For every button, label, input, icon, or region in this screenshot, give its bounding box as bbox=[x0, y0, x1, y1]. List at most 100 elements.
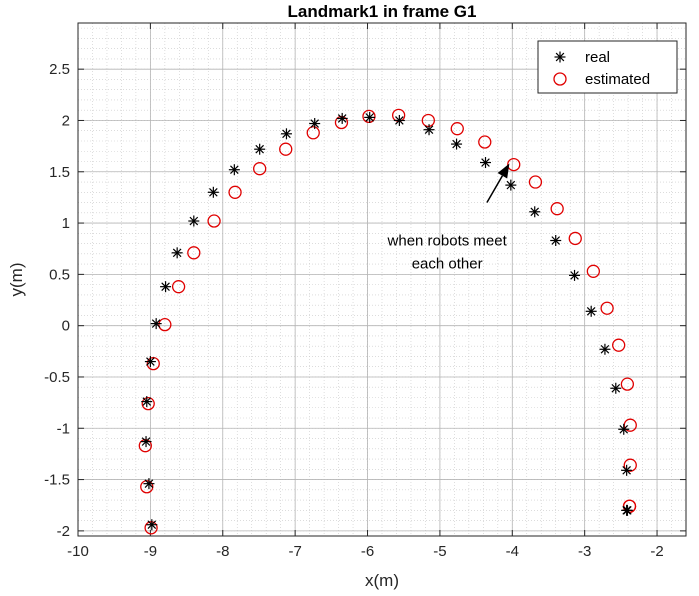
circle-shape bbox=[334, 115, 349, 130]
y-tick-label: 0.5 bbox=[49, 266, 70, 283]
legend: real estimated bbox=[537, 40, 678, 94]
circle-shape bbox=[279, 142, 293, 156]
asterisk-stroke bbox=[310, 119, 319, 128]
real-point bbox=[393, 114, 405, 126]
real-point bbox=[610, 382, 622, 394]
estimated-point bbox=[306, 126, 320, 140]
real-point bbox=[451, 138, 463, 150]
estimated-point bbox=[253, 162, 267, 176]
circle-shape bbox=[620, 377, 635, 391]
real-point bbox=[141, 396, 153, 408]
estimated-point bbox=[507, 157, 521, 172]
circle-shape bbox=[253, 162, 267, 176]
estimated-point bbox=[421, 113, 435, 128]
asterisk-stroke bbox=[570, 271, 579, 280]
asterisk-stroke bbox=[189, 216, 199, 226]
circle-shape bbox=[528, 175, 543, 189]
legend-marker-real bbox=[554, 51, 566, 63]
circle-shape bbox=[158, 317, 172, 332]
real-point bbox=[188, 215, 200, 227]
annotation-text-line-2: each other bbox=[412, 256, 483, 273]
estimated-point bbox=[144, 521, 158, 535]
asterisk-stroke bbox=[611, 383, 621, 393]
estimated-point bbox=[146, 356, 160, 371]
estimated-point bbox=[450, 122, 464, 136]
asterisk-stroke bbox=[282, 129, 291, 139]
circle-shape bbox=[146, 356, 160, 371]
circle-shape bbox=[141, 396, 155, 411]
asterisk-stroke bbox=[141, 437, 151, 446]
x-tick-label: -5 bbox=[433, 543, 446, 560]
real-point bbox=[207, 186, 219, 198]
real-point bbox=[569, 269, 581, 281]
estimated-point bbox=[568, 231, 582, 246]
real-point bbox=[423, 124, 435, 136]
real-point bbox=[280, 128, 292, 140]
asterisk-stroke bbox=[622, 506, 631, 515]
asterisk-stroke bbox=[142, 397, 152, 406]
circle-shape bbox=[228, 185, 242, 199]
circle-shape bbox=[586, 264, 601, 278]
circle-shape bbox=[207, 214, 221, 228]
legend-marker-estimated bbox=[553, 72, 567, 86]
annotation-text-line-1: when robots meet bbox=[387, 233, 508, 250]
circle-shape bbox=[306, 126, 320, 140]
real-point bbox=[529, 206, 541, 218]
asterisk-stroke bbox=[151, 319, 161, 328]
circle-shape bbox=[507, 157, 521, 172]
estimated-point bbox=[362, 109, 376, 124]
asterisk-stroke bbox=[622, 466, 631, 475]
circle-shape bbox=[362, 109, 376, 124]
estimated-point bbox=[612, 338, 626, 352]
annotation: when robots meet each other bbox=[387, 163, 510, 273]
real-point bbox=[254, 143, 266, 155]
x-tick-label: -10 bbox=[67, 543, 89, 560]
x-tick-label: -6 bbox=[361, 543, 374, 560]
x-tick-label: -8 bbox=[216, 543, 229, 560]
estimated-point bbox=[171, 280, 186, 294]
circle-shape bbox=[553, 72, 567, 86]
chart-title: Landmark1 in frame G1 bbox=[288, 2, 477, 21]
y-tick-label: -1.5 bbox=[44, 472, 70, 489]
annotation-arrow-head bbox=[497, 163, 510, 179]
annotation-arrow bbox=[486, 175, 504, 203]
asterisk-stroke bbox=[255, 144, 264, 154]
circle-shape bbox=[623, 458, 637, 472]
estimated-point bbox=[279, 142, 293, 156]
plot-frame bbox=[77, 22, 687, 537]
real-point bbox=[585, 305, 597, 317]
x-tick-label: -7 bbox=[288, 543, 301, 560]
circle-shape bbox=[568, 231, 582, 246]
estimated-point bbox=[620, 377, 635, 391]
x-tick-label: -2 bbox=[650, 543, 663, 560]
y-tick-label: 0 bbox=[62, 318, 70, 335]
asterisk-stroke bbox=[144, 479, 154, 488]
asterisk-stroke bbox=[424, 125, 434, 135]
asterisk-stroke bbox=[161, 282, 170, 291]
real-point bbox=[143, 478, 155, 490]
real-point bbox=[171, 247, 183, 259]
real-point bbox=[140, 436, 152, 448]
real-point bbox=[336, 112, 348, 124]
estimated-point bbox=[623, 458, 637, 472]
estimated-point bbox=[228, 185, 242, 199]
y-tick-label: -0.5 bbox=[44, 369, 70, 386]
legend-label-estimated: estimated bbox=[585, 71, 650, 88]
asterisk-stroke bbox=[452, 139, 461, 149]
real-point bbox=[309, 118, 321, 130]
asterisk-stroke bbox=[209, 187, 218, 197]
asterisk-stroke bbox=[395, 116, 404, 125]
legend-label-real: real bbox=[585, 49, 610, 66]
asterisk-stroke bbox=[506, 180, 516, 190]
asterisk-stroke bbox=[551, 236, 561, 245]
real-point bbox=[621, 464, 633, 476]
real-point bbox=[144, 356, 156, 368]
x-axis-label: x(m) bbox=[365, 571, 399, 590]
real-point bbox=[599, 343, 611, 355]
major-grid bbox=[77, 23, 686, 536]
real-point bbox=[160, 281, 172, 293]
real-point bbox=[364, 111, 376, 123]
circle-shape bbox=[450, 122, 464, 136]
